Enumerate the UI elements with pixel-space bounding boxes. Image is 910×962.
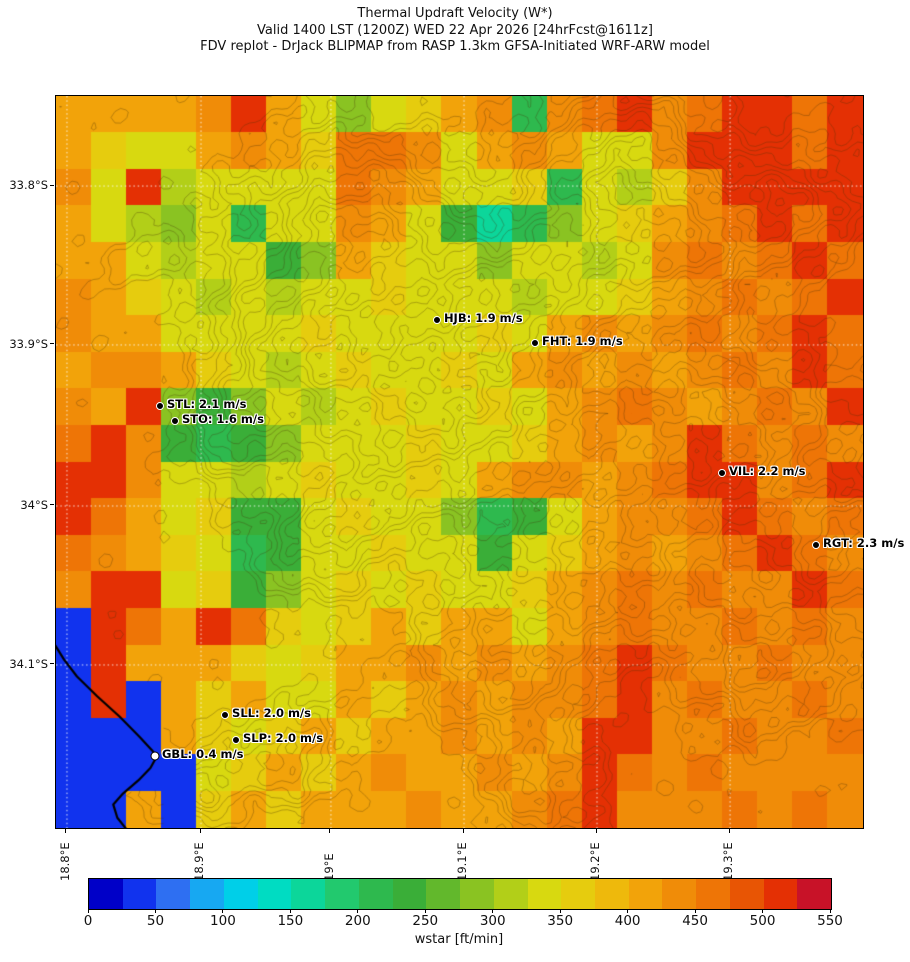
colorbar-segment-500 bbox=[763, 879, 798, 909]
colorbar-tick-mark bbox=[627, 909, 629, 913]
y-axis-tick-label: 34.1°S bbox=[9, 656, 48, 671]
colorbar-segment-175 bbox=[325, 879, 359, 909]
colorbar-tick-mark bbox=[87, 909, 89, 913]
colorbar-segment-200 bbox=[358, 879, 393, 909]
colorbar-segment-525 bbox=[797, 879, 832, 909]
x-axis-tick-label: 19.3°E bbox=[721, 842, 736, 881]
colorbar-tick-mark bbox=[559, 909, 561, 913]
colorbar-segment-400 bbox=[628, 879, 663, 909]
colorbar-segment-425 bbox=[662, 879, 697, 909]
x-axis-tick-label: 19.1°E bbox=[455, 842, 470, 881]
y-axis-tick-mark bbox=[50, 184, 54, 186]
colorbar-segment-250 bbox=[426, 879, 461, 909]
title-line-3: FDV replot - DrJack BLIPMAP from RASP 1.… bbox=[200, 39, 710, 54]
colorbar-segment-50 bbox=[156, 879, 191, 909]
colorbar bbox=[88, 878, 832, 910]
y-axis-tick-mark bbox=[50, 504, 54, 506]
colorbar-tick-label: 350 bbox=[547, 913, 574, 929]
figure-title: Thermal Updraft Velocity (W*) Valid 1400… bbox=[0, 6, 910, 56]
x-axis-tick-label: 19°E bbox=[321, 853, 336, 881]
colorbar-tick-label: 450 bbox=[682, 913, 708, 929]
colorbar-tick-label: 400 bbox=[614, 913, 641, 929]
colorbar-tick-mark bbox=[154, 909, 156, 913]
colorbar-segment-475 bbox=[729, 879, 764, 909]
x-axis-tick-mark bbox=[65, 829, 67, 833]
colorbar-label: wstar [ft/min] bbox=[414, 932, 504, 947]
colorbar-segment-275 bbox=[460, 879, 494, 909]
y-axis-tick-label: 34°S bbox=[20, 497, 48, 512]
colorbar-tick-mark bbox=[289, 909, 291, 913]
colorbar-tick-mark bbox=[222, 909, 224, 913]
colorbar-tick-label: 500 bbox=[749, 913, 776, 929]
colorbar-segment-100 bbox=[223, 879, 258, 909]
colorbar-tick-mark bbox=[762, 909, 764, 913]
colorbar-tick-label: 550 bbox=[817, 913, 843, 929]
colorbar-tick-label: 0 bbox=[83, 913, 93, 929]
colorbar-tick-label: 200 bbox=[344, 913, 371, 929]
colorbar-tick-mark bbox=[357, 909, 359, 913]
colorbar-segment-150 bbox=[291, 879, 326, 909]
x-axis-tick-label: 18.9°E bbox=[192, 842, 207, 881]
y-axis-tick-label: 33.8°S bbox=[9, 178, 48, 193]
colorbar-tick-mark bbox=[694, 909, 696, 913]
colorbar-tick-label: 100 bbox=[210, 913, 236, 929]
colorbar-segment-0 bbox=[89, 879, 123, 909]
y-axis-tick-mark bbox=[50, 343, 54, 345]
colorbar-segment-125 bbox=[257, 879, 292, 909]
y-axis-tick-label: 33.9°S bbox=[9, 336, 48, 351]
colorbar-segment-375 bbox=[595, 879, 629, 909]
colorbar-segment-300 bbox=[493, 879, 528, 909]
x-axis-tick-label: 19.2°E bbox=[588, 842, 602, 881]
x-axis-tick-label: 18.8°E bbox=[57, 842, 72, 881]
colorbar-tick-mark bbox=[424, 909, 426, 913]
colorbar-segment-75 bbox=[190, 879, 224, 909]
colorbar-tick-label: 50 bbox=[146, 913, 165, 929]
x-axis-tick-mark bbox=[462, 829, 464, 833]
map-canvas bbox=[56, 96, 863, 828]
colorbar-segment-25 bbox=[122, 879, 157, 909]
colorbar-segment-225 bbox=[392, 879, 427, 909]
title-line-1: Thermal Updraft Velocity (W*) bbox=[357, 6, 553, 21]
colorbar-tick-label: 150 bbox=[277, 913, 304, 929]
colorbar-tick-mark bbox=[829, 909, 831, 913]
colorbar-segment-325 bbox=[527, 879, 562, 909]
x-axis-tick-mark bbox=[595, 829, 597, 833]
colorbar-tick-label: 250 bbox=[412, 913, 439, 929]
colorbar-segment-350 bbox=[561, 879, 596, 909]
x-axis-tick-mark bbox=[728, 829, 730, 833]
x-axis-tick-mark bbox=[329, 829, 331, 833]
colorbar-segment-450 bbox=[696, 879, 730, 909]
title-line-2: Valid 1400 LST (1200Z) WED 22 Apr 2026 [… bbox=[257, 22, 653, 38]
colorbar-tick-mark bbox=[492, 909, 494, 913]
x-axis-tick-mark bbox=[199, 829, 201, 833]
colorbar-tick-label: 300 bbox=[479, 913, 506, 929]
map-plot-area bbox=[55, 95, 864, 829]
y-axis-tick-mark bbox=[50, 663, 54, 665]
